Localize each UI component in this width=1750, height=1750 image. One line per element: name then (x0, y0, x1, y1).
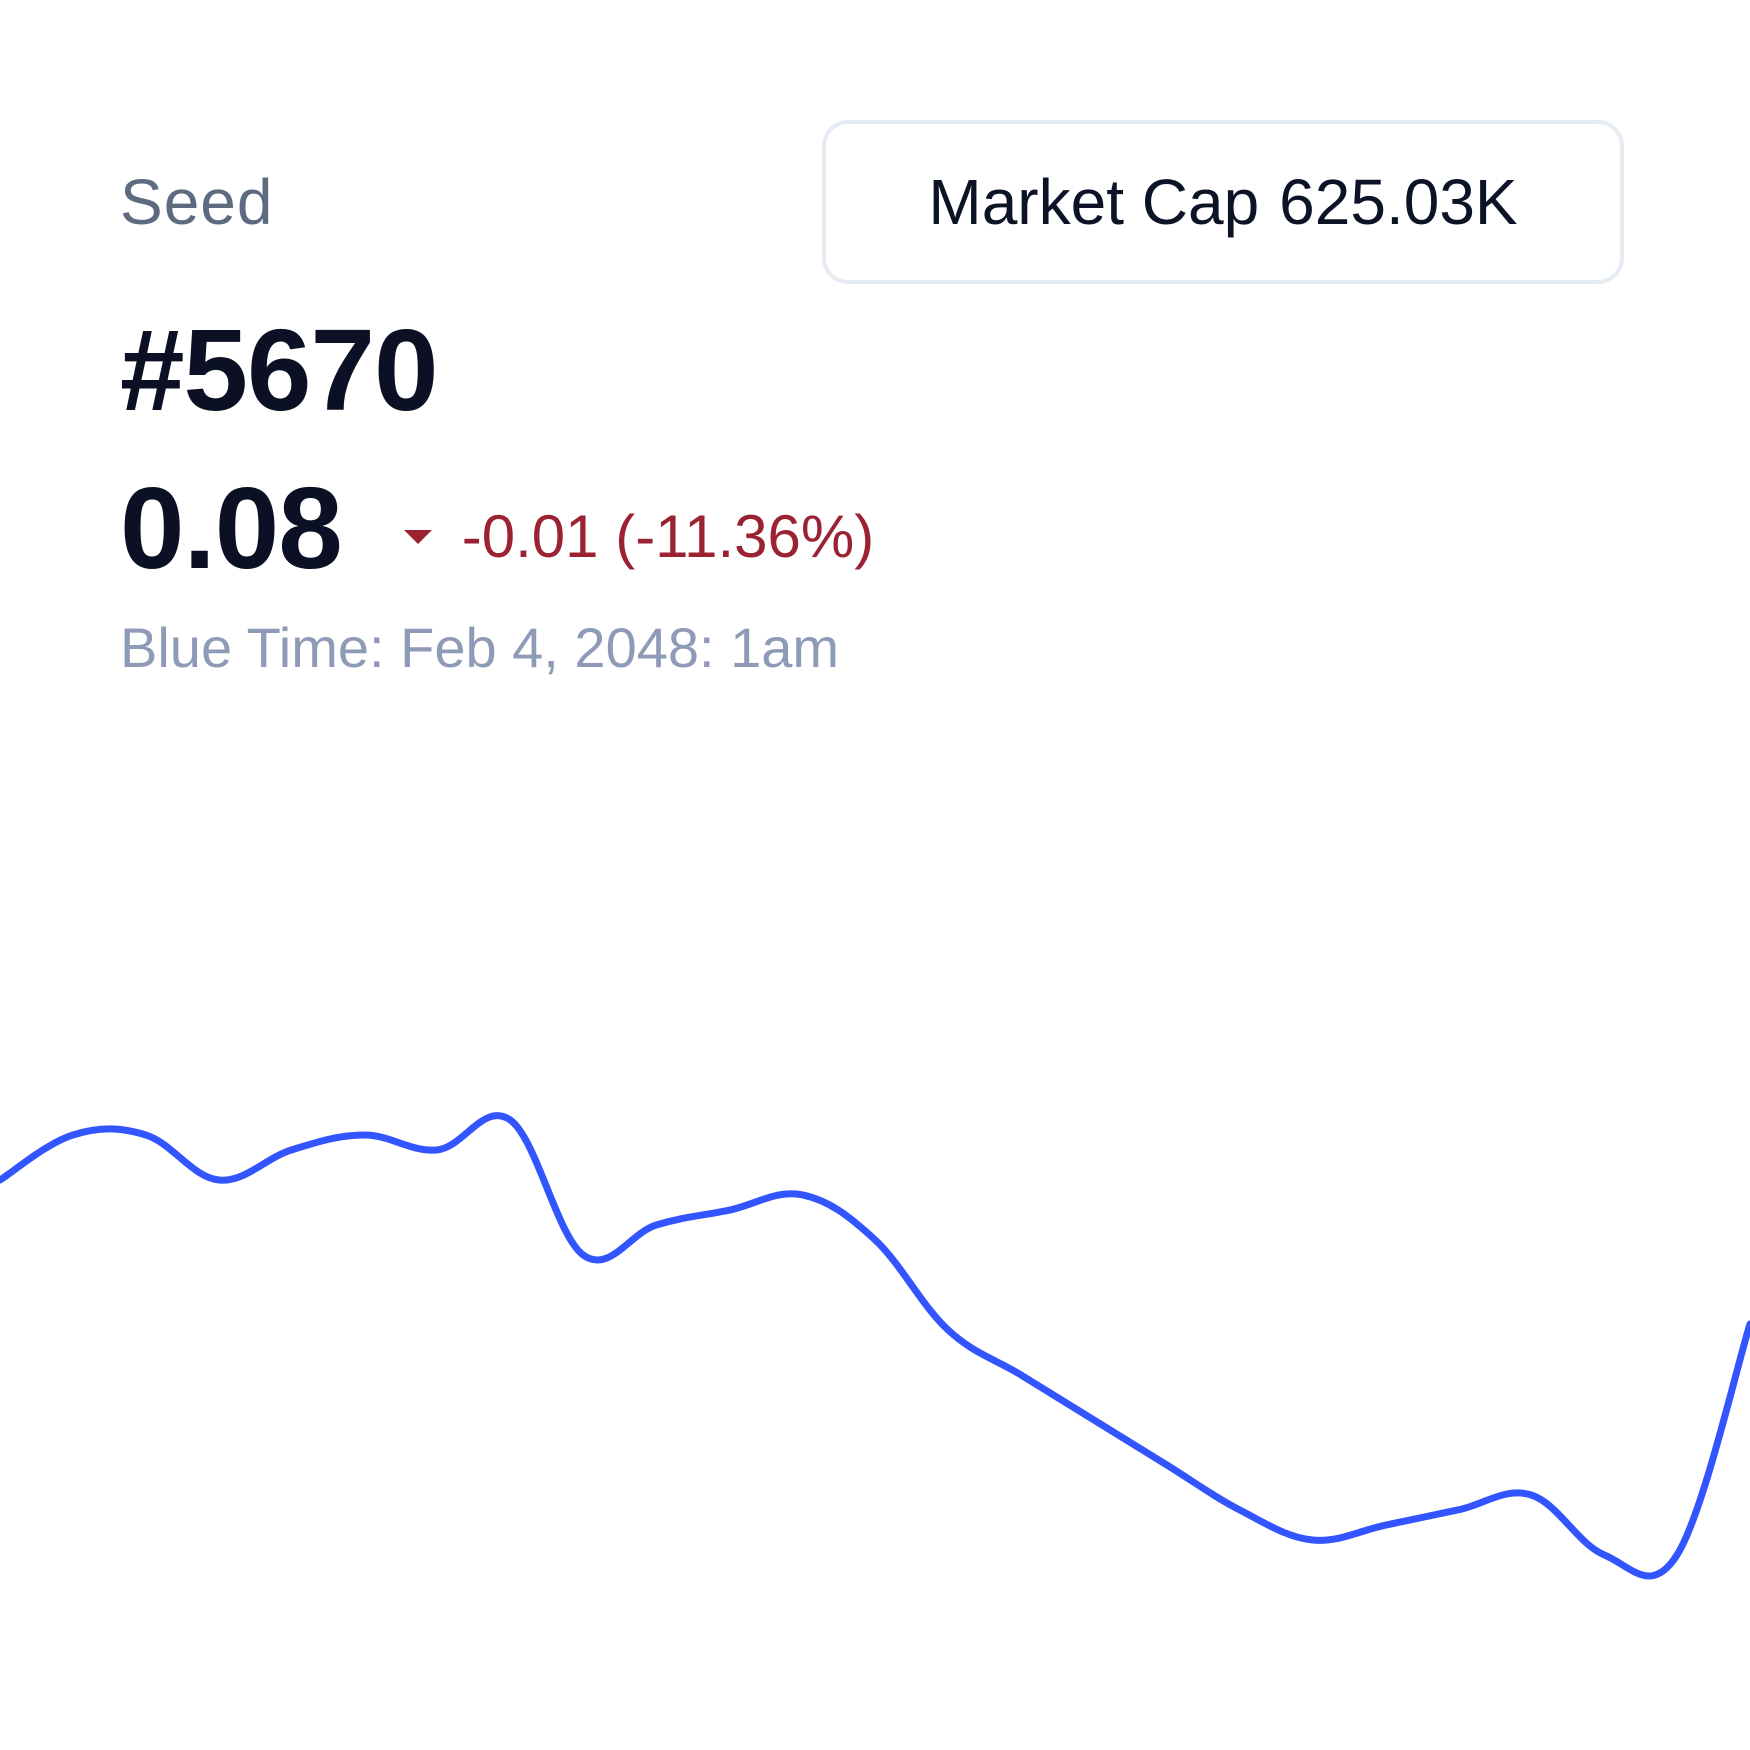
timestamp: Blue Time: Feb 4, 2048: 1am (120, 616, 840, 679)
triangle-down-icon (403, 530, 432, 544)
market-cap-label: Market Cap (928, 166, 1260, 238)
current-price: 0.08 (120, 463, 343, 593)
category-label: Seed (120, 166, 274, 238)
token-header: Seed Market Cap 625.03K #5670 0.08 -0.01… (120, 120, 1630, 680)
token-id: #5670 (120, 305, 439, 435)
price-change: -0.01 (-11.36%) (403, 503, 875, 570)
market-cap-value: 625.03K (1279, 166, 1518, 238)
price-line-series (0, 1112, 1750, 1580)
price-row: 0.08 -0.01 (-11.36%) (120, 470, 874, 586)
market-cap-box: Market Cap 625.03K (822, 120, 1624, 284)
price-change-text: -0.01 (-11.36%) (461, 503, 875, 570)
